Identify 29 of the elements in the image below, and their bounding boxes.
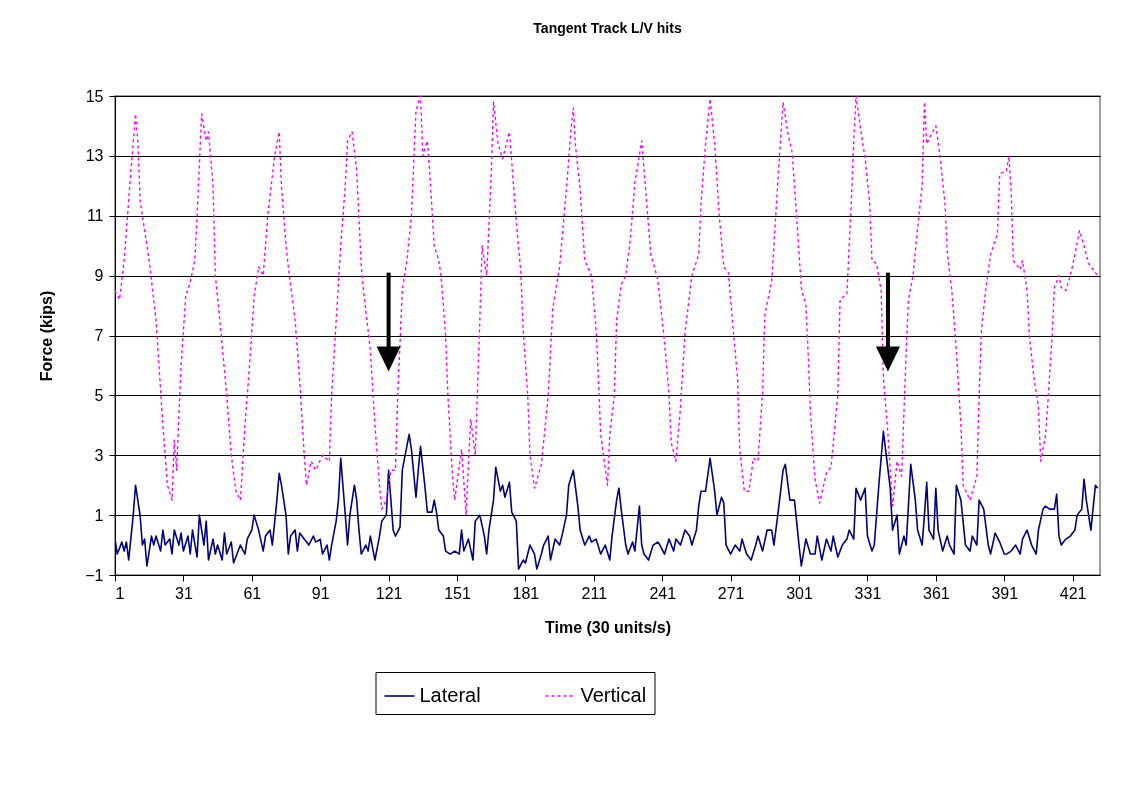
x-tick-label: 301 [786,584,813,602]
x-tick-label: 421 [1059,584,1087,602]
legend-label: Lateral [419,684,481,706]
y-tick-label: −1 [85,566,104,584]
x-tick-label: 211 [581,584,608,602]
chart-title: Tangent Track L/V hits [533,20,682,36]
y-tick-label: 11 [86,207,104,225]
x-tick-label: 331 [854,584,882,602]
x-tick-label: 241 [649,584,677,602]
x-tick-label: 391 [991,584,1019,602]
x-tick-label: 61 [243,584,262,602]
y-tick-label: 9 [94,267,104,285]
x-tick-label: 1 [115,584,125,602]
x-tick-label: 121 [375,584,403,602]
y-tick-label: 13 [85,147,104,165]
y-tick-label: 5 [94,386,104,404]
x-tick-label: 151 [444,584,471,602]
x-tick-label: 271 [717,584,745,602]
legend-label: Vertical [580,684,647,706]
x-tick-label: 31 [175,584,193,602]
x-axis-title: Time (30 units/s) [545,618,671,636]
y-tick-label: 1 [94,506,104,524]
y-tick-label: 7 [94,327,104,344]
y-tick-label: 3 [94,446,104,464]
x-tick-label: 91 [311,584,330,602]
x-tick-label: 361 [922,584,950,602]
x-tick-label: 181 [512,584,540,602]
y-axis-title: Force (kips) [38,290,56,382]
y-tick-label: 15 [85,87,104,105]
